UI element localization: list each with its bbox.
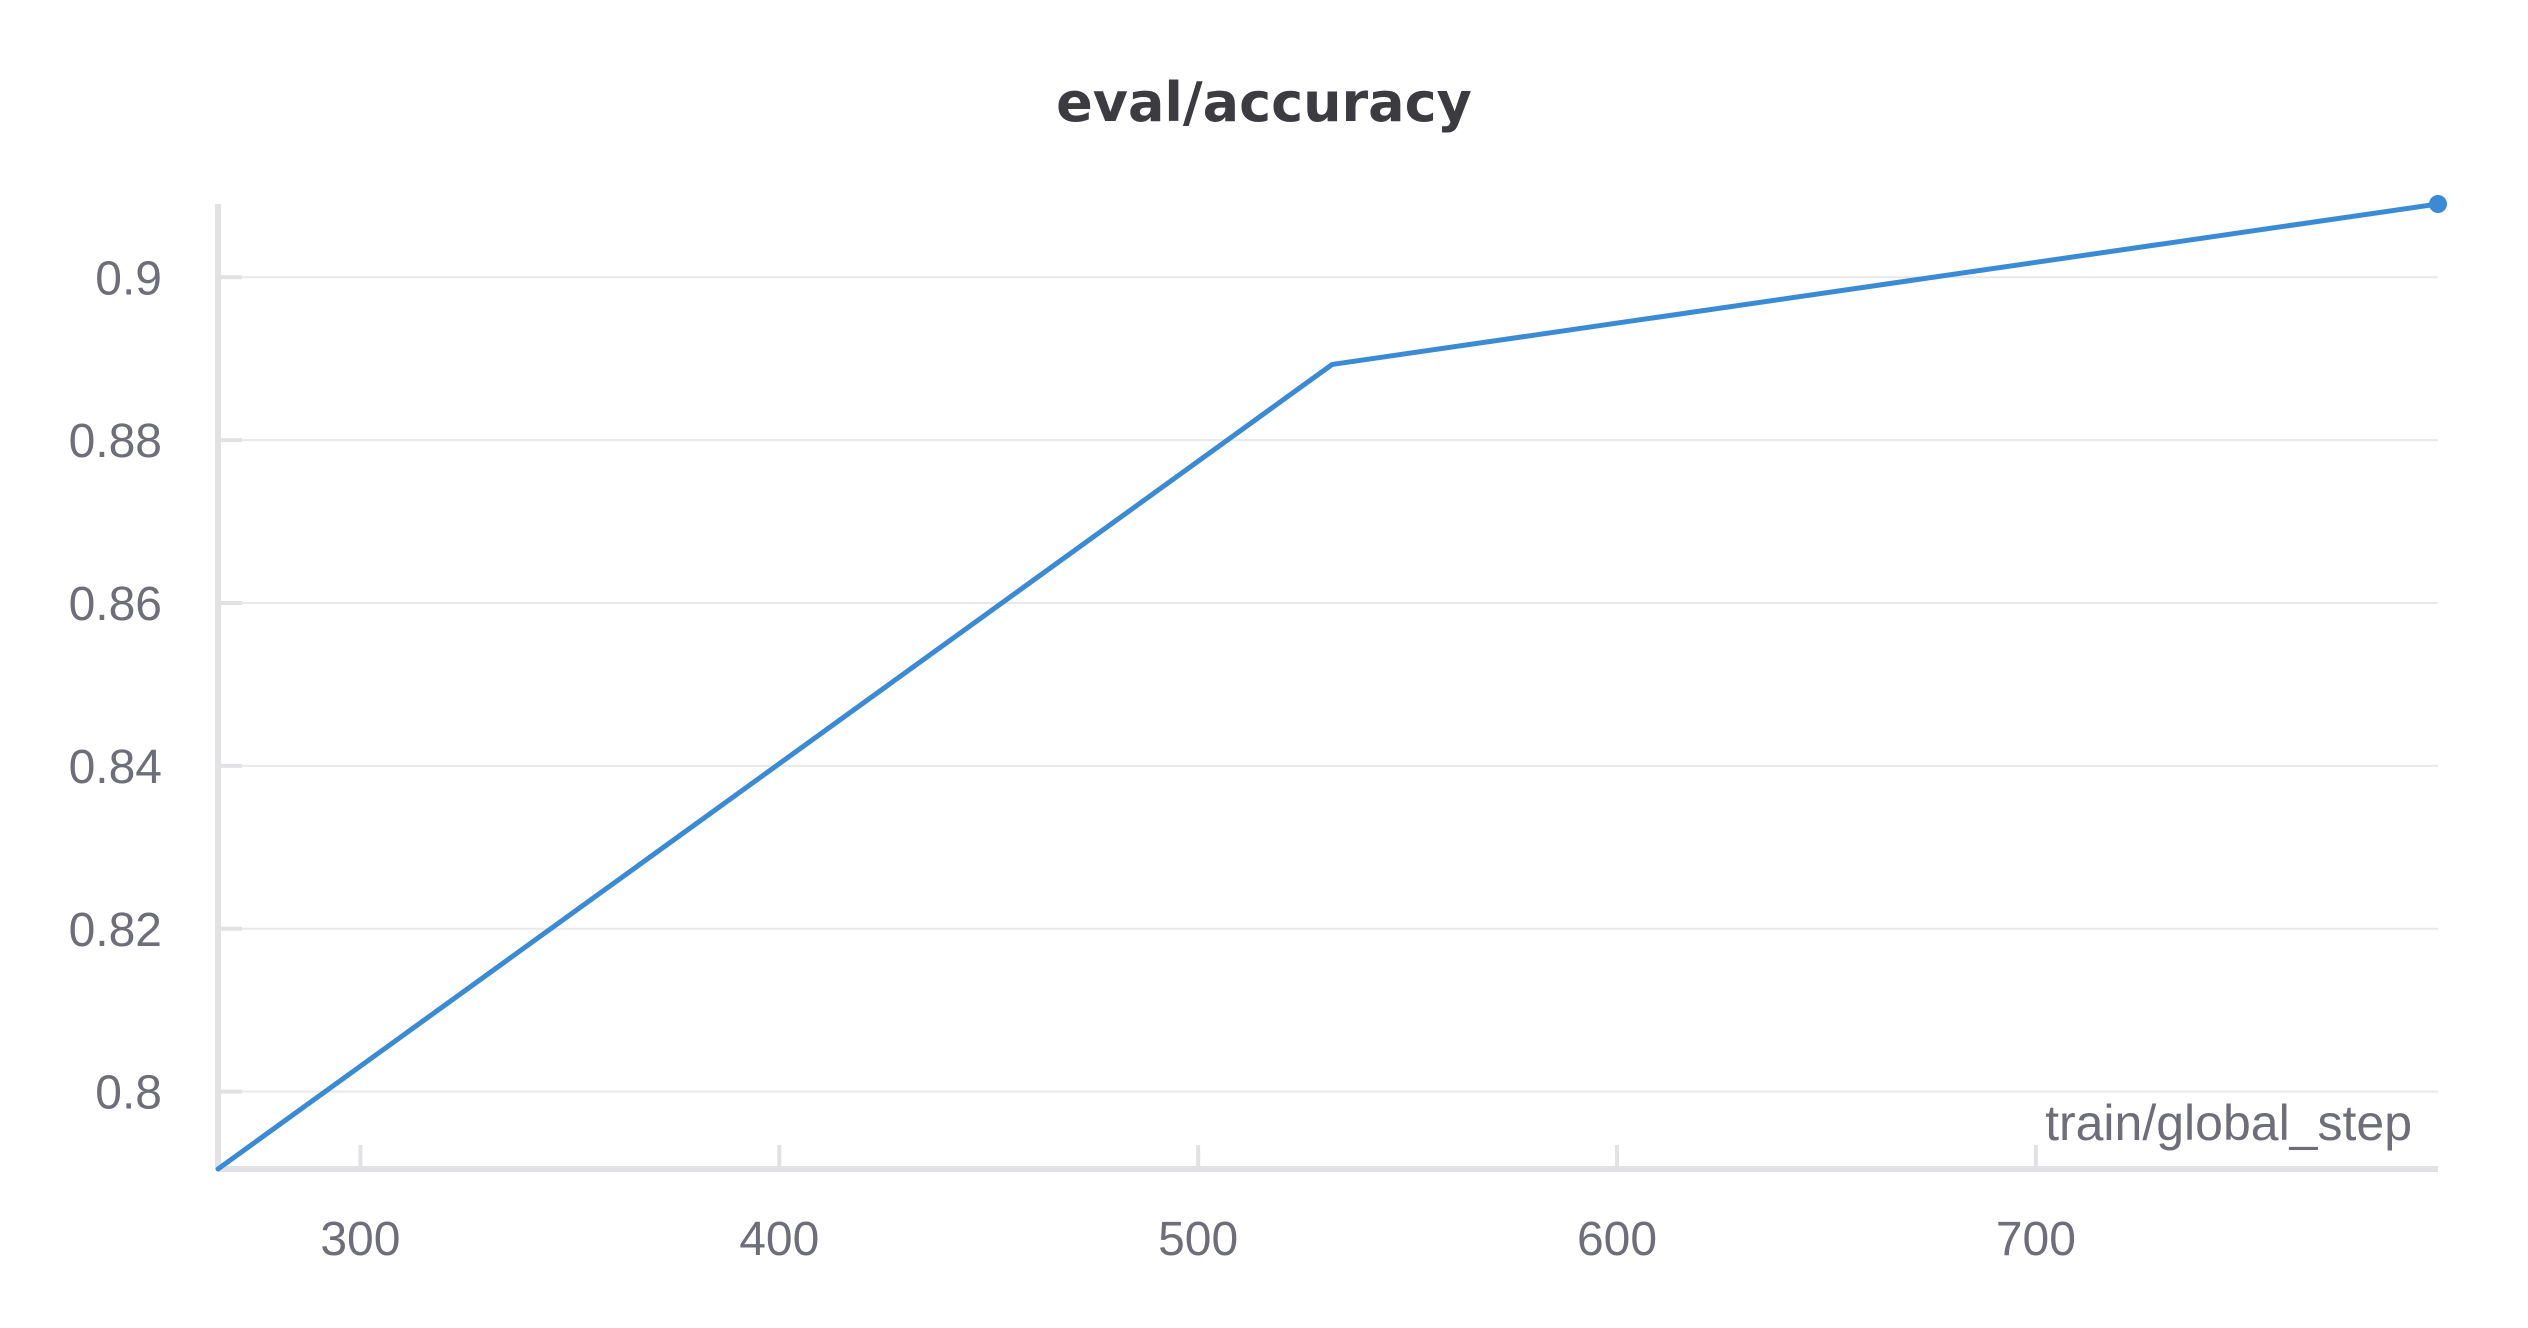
x-tick-label: 600 <box>1577 1213 1657 1266</box>
x-tick-label: 400 <box>739 1213 819 1266</box>
tick-labels: 0.8 0.82 0.84 0.86 0.88 0.9 300 400 500 600 700 <box>69 252 2076 1266</box>
x-tick-label: 700 <box>1996 1213 2076 1266</box>
axes <box>215 204 2438 1172</box>
y-tick-label: 0.86 <box>69 578 162 631</box>
x-tick-label: 300 <box>320 1213 400 1266</box>
grid-lines <box>218 276 2438 1093</box>
y-tick-label: 0.88 <box>69 415 162 468</box>
chart-title: eval/accuracy <box>1056 71 1472 134</box>
y-tick-label: 0.84 <box>69 741 162 794</box>
y-tick-label: 0.82 <box>69 904 162 957</box>
y-tick-label: 0.9 <box>95 252 162 305</box>
x-tick-label: 500 <box>1158 1213 1238 1266</box>
series-end-point <box>2429 195 2447 213</box>
series-line <box>215 201 2441 1172</box>
x-axis-title: train/global_step <box>2045 1095 2412 1151</box>
y-tick-label: 0.8 <box>95 1067 162 1120</box>
series-lines <box>215 195 2447 1172</box>
